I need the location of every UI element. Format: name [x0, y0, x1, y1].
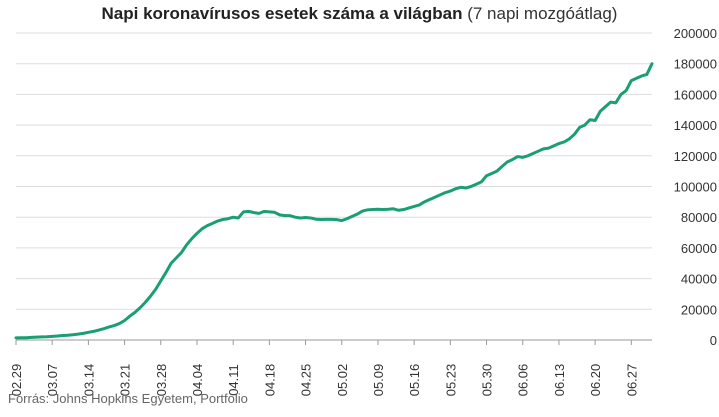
y-axis-ticks: 0 20000 40000 60000 80000 100000 120000 140000 1… [674, 26, 717, 348]
y-tick-label: 160000 [674, 87, 717, 102]
x-tick-label: 03.21 [118, 364, 133, 397]
y-tick-label: 80000 [681, 210, 717, 225]
y-tick-label: 20000 [681, 302, 717, 317]
y-tick-label: 120000 [674, 149, 717, 164]
y-tick-label: 200000 [674, 26, 717, 41]
x-tick-label: 04.11 [226, 364, 241, 396]
x-tick-label: 06.27 [624, 364, 639, 397]
x-tick-label: 03.28 [154, 364, 169, 397]
x-tick-label: 03.14 [81, 364, 96, 397]
x-tick-label: 05.23 [443, 364, 458, 397]
y-tick-label: 60000 [681, 241, 717, 256]
y-tick-label: 180000 [674, 57, 717, 72]
y-tick-label: 100000 [674, 180, 717, 195]
x-tick-label: 04.04 [190, 364, 205, 397]
x-tick-label: 04.18 [262, 364, 277, 397]
x-tick-label: 05.16 [407, 364, 422, 397]
y-tick-label: 0 [710, 333, 717, 348]
series-line-daily-cases [14, 62, 654, 340]
x-axis-ticks: 02.29 03.07 03.14 03.21 03.28 04.04 04.11 04.18… [9, 340, 639, 396]
grid-lines [16, 32, 652, 310]
chart-title-main: Napi koronavírusos esetek száma a világb… [101, 4, 463, 23]
x-tick-label: 05.30 [480, 364, 495, 397]
x-tick-label: 04.25 [299, 364, 314, 397]
x-tick-label: 06.06 [516, 364, 531, 397]
x-tick-label: 02.29 [9, 364, 24, 397]
x-tick-label: 06.13 [552, 364, 567, 397]
x-tick-label: 06.20 [588, 364, 603, 397]
y-tick-label: 40000 [681, 272, 717, 287]
x-tick-label: 05.09 [371, 364, 386, 397]
source-note: Forrás: Johns Hopkins Egyetem, Portfolio [8, 391, 248, 406]
chart-title: Napi koronavírusos esetek száma a világb… [0, 4, 719, 24]
y-tick-label: 140000 [674, 118, 717, 133]
x-tick-label: 05.02 [335, 364, 350, 397]
chart-title-subtitle: (7 napi mozgóátlag) [467, 4, 618, 23]
x-tick-label: 03.07 [45, 364, 60, 397]
